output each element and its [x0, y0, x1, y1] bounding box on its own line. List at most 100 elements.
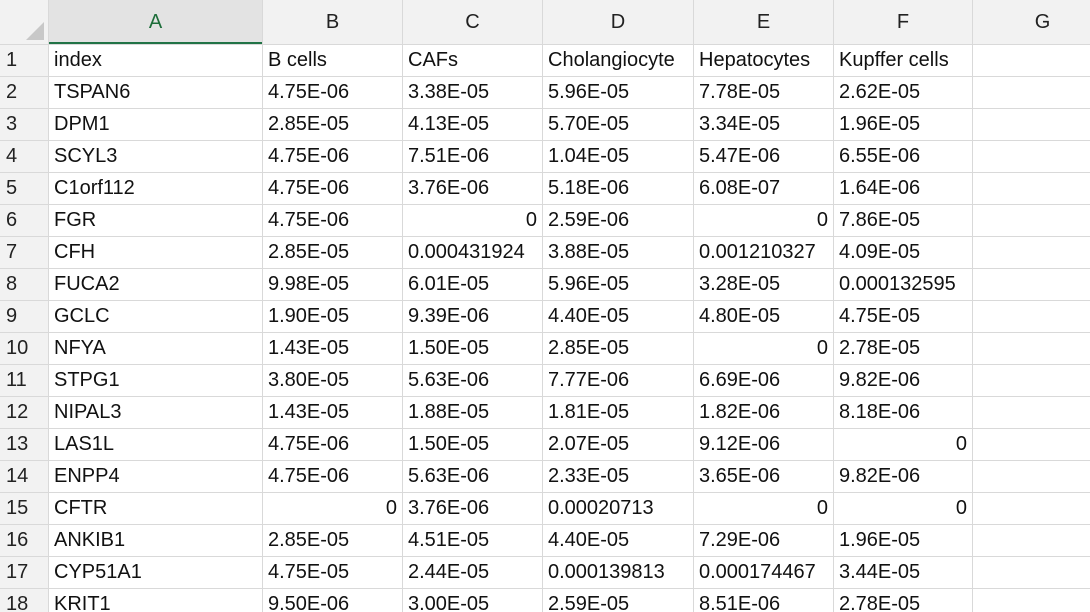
cell-d12[interactable]: 1.81E-05: [543, 397, 694, 429]
cell-a13[interactable]: LAS1L: [49, 429, 263, 461]
cell-f8[interactable]: 0.000132595: [834, 269, 973, 301]
cell-a2[interactable]: TSPAN6: [49, 77, 263, 109]
cell-f7[interactable]: 4.09E-05: [834, 237, 973, 269]
column-header-e[interactable]: E: [694, 0, 834, 45]
cell-c12[interactable]: 1.88E-05: [403, 397, 543, 429]
cell-e4[interactable]: 5.47E-06: [694, 141, 834, 173]
cell-e1[interactable]: Hepatocytes: [694, 45, 834, 77]
cell-e3[interactable]: 3.34E-05: [694, 109, 834, 141]
cell-d17[interactable]: 0.000139813: [543, 557, 694, 589]
cell-g6[interactable]: [973, 205, 1090, 237]
cell-d14[interactable]: 2.33E-05: [543, 461, 694, 493]
cell-d10[interactable]: 2.85E-05: [543, 333, 694, 365]
row-header[interactable]: 9: [0, 301, 49, 333]
cell-d11[interactable]: 7.77E-06: [543, 365, 694, 397]
cell-f14[interactable]: 9.82E-06: [834, 461, 973, 493]
cell-g9[interactable]: [973, 301, 1090, 333]
cell-f16[interactable]: 1.96E-05: [834, 525, 973, 557]
cell-a4[interactable]: SCYL3: [49, 141, 263, 173]
cell-b1[interactable]: B cells: [263, 45, 403, 77]
cell-c15[interactable]: 3.76E-06: [403, 493, 543, 525]
cell-b4[interactable]: 4.75E-06: [263, 141, 403, 173]
cell-f13[interactable]: 0: [834, 429, 973, 461]
cell-g18[interactable]: [973, 589, 1090, 612]
cell-b15[interactable]: 0: [263, 493, 403, 525]
cell-c9[interactable]: 9.39E-06: [403, 301, 543, 333]
cell-e17[interactable]: 0.000174467: [694, 557, 834, 589]
row-header[interactable]: 2: [0, 77, 49, 109]
cell-f12[interactable]: 8.18E-06: [834, 397, 973, 429]
select-all-corner[interactable]: [0, 0, 49, 45]
cell-f3[interactable]: 1.96E-05: [834, 109, 973, 141]
cell-b12[interactable]: 1.43E-05: [263, 397, 403, 429]
cell-g3[interactable]: [973, 109, 1090, 141]
cell-f11[interactable]: 9.82E-06: [834, 365, 973, 397]
cell-g16[interactable]: [973, 525, 1090, 557]
cell-b11[interactable]: 3.80E-05: [263, 365, 403, 397]
cell-a16[interactable]: ANKIB1: [49, 525, 263, 557]
cell-a17[interactable]: CYP51A1: [49, 557, 263, 589]
cell-a8[interactable]: FUCA2: [49, 269, 263, 301]
cell-g1[interactable]: [973, 45, 1090, 77]
row-header[interactable]: 5: [0, 173, 49, 205]
cell-c3[interactable]: 4.13E-05: [403, 109, 543, 141]
cell-b13[interactable]: 4.75E-06: [263, 429, 403, 461]
row-header[interactable]: 14: [0, 461, 49, 493]
cell-g10[interactable]: [973, 333, 1090, 365]
row-header[interactable]: 6: [0, 205, 49, 237]
cell-e9[interactable]: 4.80E-05: [694, 301, 834, 333]
cell-b16[interactable]: 2.85E-05: [263, 525, 403, 557]
cell-d13[interactable]: 2.07E-05: [543, 429, 694, 461]
cell-f5[interactable]: 1.64E-06: [834, 173, 973, 205]
cell-e18[interactable]: 8.51E-06: [694, 589, 834, 612]
cell-c18[interactable]: 3.00E-05: [403, 589, 543, 612]
cell-a9[interactable]: GCLC: [49, 301, 263, 333]
cell-b9[interactable]: 1.90E-05: [263, 301, 403, 333]
cell-a14[interactable]: ENPP4: [49, 461, 263, 493]
cell-g11[interactable]: [973, 365, 1090, 397]
cell-c14[interactable]: 5.63E-06: [403, 461, 543, 493]
cell-e6[interactable]: 0: [694, 205, 834, 237]
cell-d1[interactable]: Cholangiocyte: [543, 45, 694, 77]
cell-d5[interactable]: 5.18E-06: [543, 173, 694, 205]
cell-c7[interactable]: 0.000431924: [403, 237, 543, 269]
cell-e16[interactable]: 7.29E-06: [694, 525, 834, 557]
cell-e5[interactable]: 6.08E-07: [694, 173, 834, 205]
cell-c4[interactable]: 7.51E-06: [403, 141, 543, 173]
cell-b8[interactable]: 9.98E-05: [263, 269, 403, 301]
row-header[interactable]: 18: [0, 589, 49, 612]
row-header[interactable]: 13: [0, 429, 49, 461]
cell-f1[interactable]: Kupffer cells: [834, 45, 973, 77]
cell-d4[interactable]: 1.04E-05: [543, 141, 694, 173]
cell-b10[interactable]: 1.43E-05: [263, 333, 403, 365]
column-header-b[interactable]: B: [263, 0, 403, 45]
cell-a1[interactable]: index: [49, 45, 263, 77]
cell-f2[interactable]: 2.62E-05: [834, 77, 973, 109]
row-header[interactable]: 8: [0, 269, 49, 301]
cell-g7[interactable]: [973, 237, 1090, 269]
cell-a11[interactable]: STPG1: [49, 365, 263, 397]
cell-b18[interactable]: 9.50E-06: [263, 589, 403, 612]
cell-g14[interactable]: [973, 461, 1090, 493]
cell-g15[interactable]: [973, 493, 1090, 525]
column-header-a[interactable]: A: [49, 0, 263, 45]
row-header[interactable]: 11: [0, 365, 49, 397]
row-header[interactable]: 16: [0, 525, 49, 557]
cell-d9[interactable]: 4.40E-05: [543, 301, 694, 333]
cell-f15[interactable]: 0: [834, 493, 973, 525]
cell-d7[interactable]: 3.88E-05: [543, 237, 694, 269]
cell-b7[interactable]: 2.85E-05: [263, 237, 403, 269]
cell-e14[interactable]: 3.65E-06: [694, 461, 834, 493]
column-header-g[interactable]: G: [973, 0, 1090, 45]
column-header-f[interactable]: F: [834, 0, 973, 45]
column-header-d[interactable]: D: [543, 0, 694, 45]
cell-a5[interactable]: C1orf112: [49, 173, 263, 205]
row-header[interactable]: 1: [0, 45, 49, 77]
row-header[interactable]: 7: [0, 237, 49, 269]
cell-d15[interactable]: 0.00020713: [543, 493, 694, 525]
cell-b14[interactable]: 4.75E-06: [263, 461, 403, 493]
row-header[interactable]: 10: [0, 333, 49, 365]
cell-b2[interactable]: 4.75E-06: [263, 77, 403, 109]
cell-b6[interactable]: 4.75E-06: [263, 205, 403, 237]
cell-e8[interactable]: 3.28E-05: [694, 269, 834, 301]
